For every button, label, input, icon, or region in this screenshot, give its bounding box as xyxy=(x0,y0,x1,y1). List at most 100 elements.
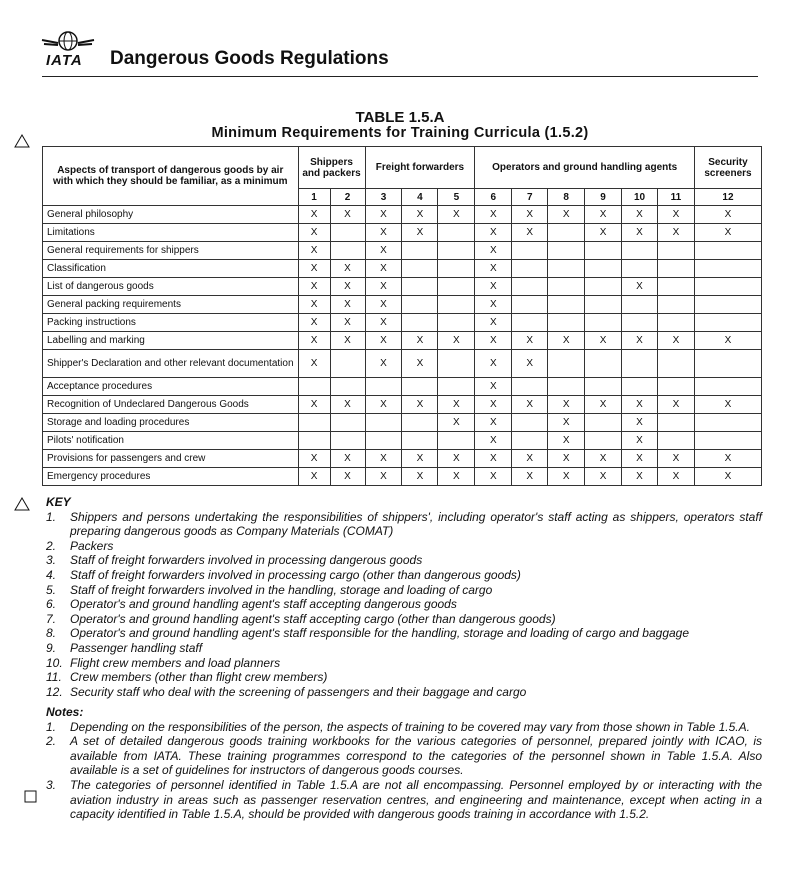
cell: X xyxy=(329,295,366,314)
item-text: Packers xyxy=(70,538,114,553)
key-title: KEY xyxy=(46,495,71,509)
group-header: Shippers and packers xyxy=(297,146,366,189)
cell: X xyxy=(621,205,658,224)
cell: X xyxy=(474,241,513,260)
cell: X xyxy=(511,449,549,468)
item-text: Operator's and ground handling agent's s… xyxy=(70,626,690,641)
cell xyxy=(656,241,695,260)
change-marker xyxy=(14,497,30,511)
cell xyxy=(364,431,403,450)
header-rule xyxy=(42,76,758,77)
key-item: 3. Staff of freight forwarders involved i… xyxy=(46,553,762,568)
item-number: 1. xyxy=(46,509,57,524)
key-item: 8. Operator's and ground handling agent's… xyxy=(46,626,762,641)
cell xyxy=(693,259,763,278)
cell xyxy=(401,313,439,332)
cell xyxy=(329,223,366,242)
notes-item: 2. A set of detailed dangerous goods trai… xyxy=(46,734,762,778)
logo-icon xyxy=(41,31,95,51)
column-number: 9 xyxy=(584,188,623,206)
row-label: Acceptance procedures xyxy=(42,377,299,396)
column-number: 12 xyxy=(693,188,763,206)
cell: X xyxy=(621,449,658,468)
cell: X xyxy=(511,205,549,224)
group-header: Freight forwarders xyxy=(364,146,476,189)
change-marker xyxy=(14,134,30,148)
item-number: 11. xyxy=(46,670,62,685)
cell xyxy=(437,259,476,278)
cell xyxy=(547,223,586,242)
cell xyxy=(401,241,439,260)
cell xyxy=(401,295,439,314)
cell: X xyxy=(584,331,623,350)
table-subtitle: Minimum Requirements for Training Curric… xyxy=(211,125,589,141)
cell xyxy=(511,277,549,296)
cell: X xyxy=(474,431,513,450)
cell xyxy=(511,313,549,332)
cell: X xyxy=(693,449,763,468)
item-number: 7. xyxy=(46,611,57,626)
cell: X xyxy=(511,331,549,350)
item-text: Depending on the responsibilities of the… xyxy=(70,719,750,734)
cell xyxy=(621,259,658,278)
item-text: Crew members (other than flight crew mem… xyxy=(70,670,328,685)
cell: X xyxy=(297,449,331,468)
item-number: 5. xyxy=(46,582,57,597)
cell: X xyxy=(656,449,695,468)
cell xyxy=(437,313,476,332)
cell: X xyxy=(656,205,695,224)
cell: X xyxy=(364,223,403,242)
cell xyxy=(511,259,549,278)
cell: X xyxy=(693,223,763,242)
item-number: 1. xyxy=(46,719,57,734)
item-number: 9. xyxy=(46,640,57,655)
cell: X xyxy=(656,467,695,486)
cell: X xyxy=(474,467,513,486)
cell: X xyxy=(437,331,476,350)
cell: X xyxy=(656,223,695,242)
item-text: Staff of freight forwarders involved in … xyxy=(70,582,493,597)
cell: X xyxy=(401,205,439,224)
cell: X xyxy=(584,395,623,414)
cell: X xyxy=(401,449,439,468)
item-text: The categories of personnel identified i… xyxy=(70,777,762,822)
table-row: Recognition of Undeclared Dangerous Good… xyxy=(42,395,763,414)
cell: X xyxy=(329,313,366,332)
cell xyxy=(584,349,623,378)
cell: X xyxy=(297,313,331,332)
cell: X xyxy=(401,349,439,378)
cell: X xyxy=(329,259,366,278)
cell xyxy=(547,377,586,396)
cell: X xyxy=(511,467,549,486)
cell xyxy=(297,377,331,396)
key-item: 6. Operator's and ground handling agent's… xyxy=(46,597,762,612)
cell xyxy=(547,259,586,278)
item-text: Security staff who deal with the screeni… xyxy=(70,684,527,699)
cell: X xyxy=(621,395,658,414)
cell xyxy=(329,349,366,378)
cell: X xyxy=(437,395,476,414)
cell xyxy=(437,277,476,296)
cell xyxy=(547,313,586,332)
key-item: 9. Passenger handling staff xyxy=(46,641,762,656)
table-row: Shipper's Declaration and other relevant… xyxy=(42,349,763,378)
cell xyxy=(437,431,476,450)
cell: X xyxy=(474,413,513,432)
cell xyxy=(437,223,476,242)
key-item: 12. Security staff who deal with the scre… xyxy=(46,685,762,700)
key-item: 11. Crew members (other than flight crew … xyxy=(46,670,762,685)
cell xyxy=(437,295,476,314)
row-label: General packing requirements xyxy=(42,295,299,314)
table-row: List of dangerous goods X X X X X xyxy=(42,277,763,296)
logo-text: IATA xyxy=(46,52,83,69)
cell xyxy=(693,313,763,332)
cell: X xyxy=(547,431,586,450)
cell: X xyxy=(693,467,763,486)
item-number: 3. xyxy=(46,553,57,568)
cell: X xyxy=(401,467,439,486)
table-row: General requirements for shippers X X X xyxy=(42,241,763,260)
column-number: 11 xyxy=(656,188,695,206)
cell: X xyxy=(297,331,331,350)
row-label: Limitations xyxy=(42,223,299,242)
cell: X xyxy=(329,205,366,224)
